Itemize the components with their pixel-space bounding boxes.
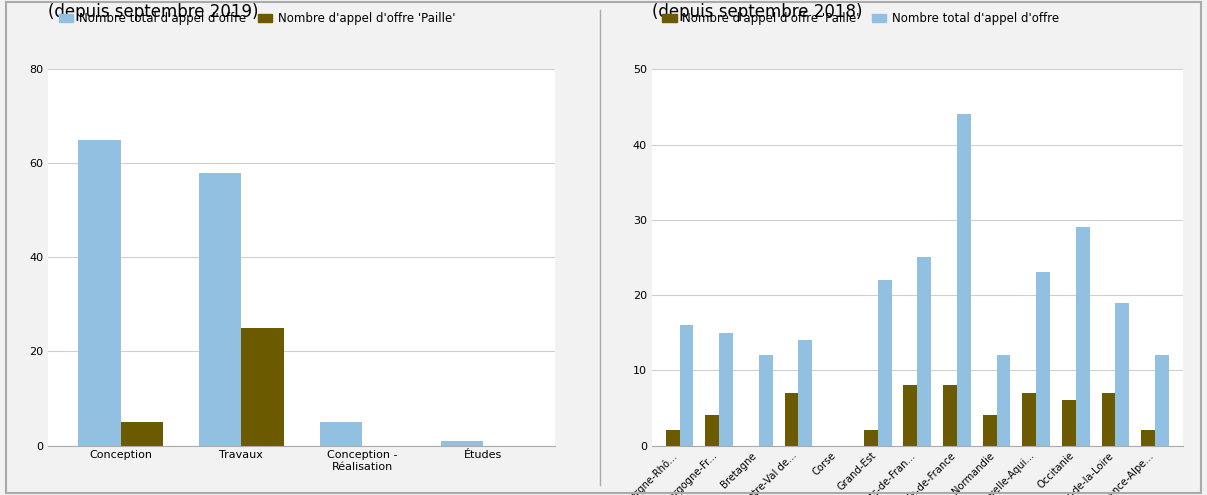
Bar xyxy=(864,431,877,446)
Bar xyxy=(1037,272,1050,446)
Bar xyxy=(121,422,163,446)
Bar xyxy=(904,385,917,446)
Bar xyxy=(719,333,733,446)
Bar xyxy=(1022,393,1037,446)
Bar xyxy=(785,393,798,446)
Bar xyxy=(759,355,772,446)
Bar xyxy=(1115,302,1130,446)
Bar xyxy=(877,280,892,446)
Bar xyxy=(917,257,931,446)
Bar xyxy=(798,340,812,446)
Bar xyxy=(997,355,1010,446)
Bar xyxy=(665,431,680,446)
Bar xyxy=(1075,227,1090,446)
Bar xyxy=(705,415,719,446)
Bar xyxy=(441,441,483,446)
Bar xyxy=(78,140,121,446)
Bar xyxy=(1102,393,1115,446)
Bar xyxy=(982,415,997,446)
Bar xyxy=(680,325,693,446)
Bar xyxy=(320,422,362,446)
Bar xyxy=(1155,355,1170,446)
Bar xyxy=(957,114,970,446)
Legend: Nombre total d'appel d'offre, Nombre d'appel d'offre 'Paille': Nombre total d'appel d'offre, Nombre d'a… xyxy=(54,7,460,30)
Bar xyxy=(199,173,241,446)
Bar xyxy=(1062,400,1075,446)
Bar xyxy=(1142,431,1155,446)
Text: Classement par région
(depuis septembre 2018): Classement par région (depuis septembre … xyxy=(652,0,862,20)
Legend: Nombre d'appel d'offre 'Paille', Nombre total d'appel d'offre: Nombre d'appel d'offre 'Paille', Nombre … xyxy=(658,7,1063,30)
Text: Répartition par type d'appel d'offre
(depuis septembre 2019): Répartition par type d'appel d'offre (de… xyxy=(48,0,340,20)
Bar xyxy=(943,385,957,446)
Bar xyxy=(241,328,284,446)
